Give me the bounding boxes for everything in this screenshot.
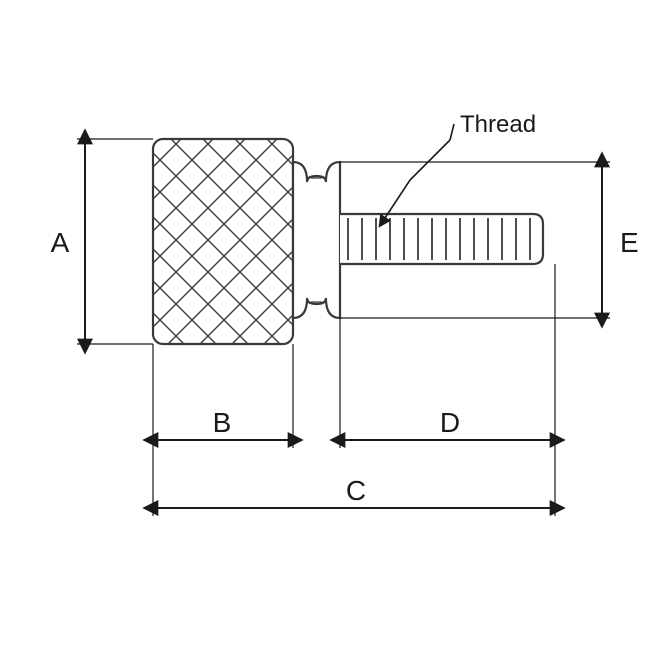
annotations: Thread xyxy=(385,111,536,218)
dim-label-C: C xyxy=(346,475,366,506)
threaded-shaft xyxy=(340,214,543,264)
dim-label-D: D xyxy=(440,407,460,438)
thread-label: Thread xyxy=(460,111,536,138)
dim-label-B: B xyxy=(213,407,232,438)
thumb-screw-part xyxy=(153,139,543,344)
thread-leader xyxy=(385,140,450,218)
shoulder-collar xyxy=(293,162,340,318)
knurled-head xyxy=(153,139,293,344)
dim-label-A: A xyxy=(51,227,70,258)
dimension-lines: A E B D C xyxy=(51,139,639,516)
dim-label-E: E xyxy=(620,227,639,258)
thumb-screw-diagram: A E B D C Thread xyxy=(0,0,671,670)
